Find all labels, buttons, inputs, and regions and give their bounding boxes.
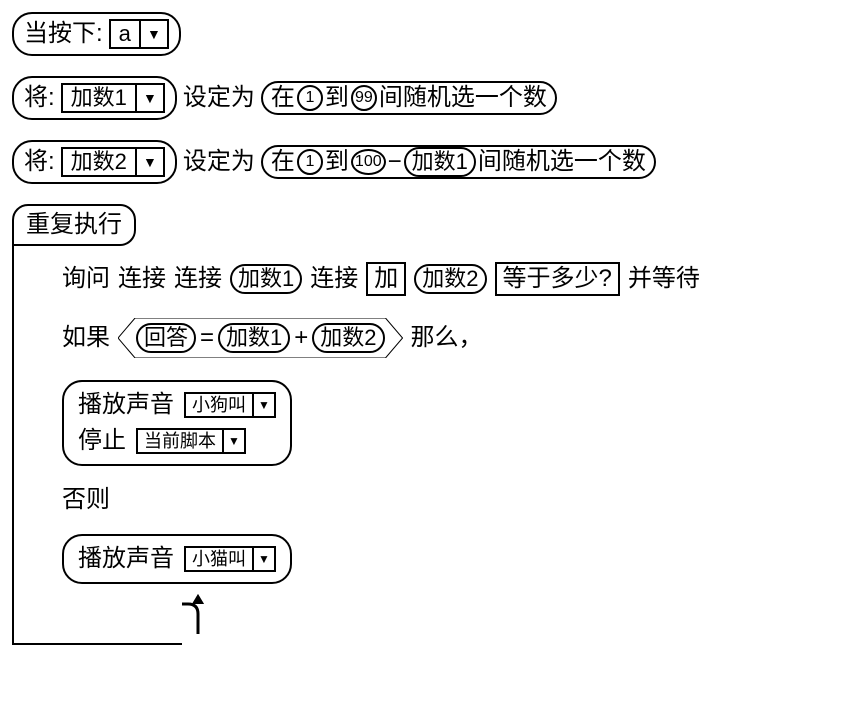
sound-dog-value: 小狗叫 [186, 394, 252, 416]
key-value: a [111, 21, 139, 47]
plus-sign: + [294, 326, 308, 350]
chevron-down-icon: ▼ [135, 85, 163, 111]
rand-b: 99 [351, 85, 377, 111]
rand2-b: 100 [351, 149, 386, 175]
key-dropdown[interactable]: a ▼ [109, 19, 169, 49]
rand-suffix: 间随机选一个数 [379, 86, 547, 110]
else-label: 否则 [62, 488, 110, 512]
set-label: 将: [24, 86, 55, 110]
var2-name: 加数2 [63, 149, 135, 175]
rand-mid: 到 [325, 86, 349, 110]
set-label-2: 将: [24, 150, 55, 174]
join-label-2: 连接 [174, 267, 222, 291]
join-var2: 加数2 [414, 264, 486, 294]
join-label-1: 连接 [118, 267, 166, 291]
rand2-prefix: 在 [271, 150, 295, 174]
repeat-foot [12, 643, 847, 645]
var1-dropdown[interactable]: 加数1 ▼ [61, 83, 165, 113]
play-sound-label-1: 播放声音 [78, 393, 174, 417]
eq-sign: = [200, 326, 214, 350]
random-range-2: 在 1 到 100 − 加数1 间随机选一个数 [261, 145, 656, 179]
chevron-down-icon: ▼ [135, 149, 163, 175]
rand2-a: 1 [297, 149, 323, 175]
repeat-body: 询问 连接 连接 加数1 连接 加 加数2 等于多少? 并等待 如果 回答 = … [12, 246, 847, 643]
rand2-var: 加数1 [404, 147, 476, 177]
when-pressed-label: 当按下: [24, 22, 103, 46]
sound-cat-dropdown[interactable]: 小猫叫 ▼ [184, 546, 276, 572]
chevron-down-icon: ▼ [222, 430, 244, 452]
rand2-mid: 到 [325, 150, 349, 174]
stop-dropdown[interactable]: 当前脚本 ▼ [136, 428, 246, 454]
repeat-container: 重复执行 询问 连接 连接 加数1 连接 加 加数2 等于多少? 并等待 如果 … [12, 204, 847, 645]
if-label: 如果 [62, 326, 110, 350]
chevron-down-icon: ▼ [252, 548, 274, 570]
join-label-3: 连接 [310, 267, 358, 291]
else-row: 否则 [62, 488, 847, 512]
sound-dog-dropdown[interactable]: 小狗叫 ▼ [184, 392, 276, 418]
stop-label: 停止 [78, 429, 126, 453]
if-row: 如果 回答 = 加数1 + 加数2 那么， [62, 318, 847, 358]
answer-pill: 回答 [136, 323, 196, 353]
rand2-suffix: 间随机选一个数 [478, 150, 646, 174]
then-label: 那么， [411, 326, 483, 350]
repeat-label: 重复执行 [26, 213, 122, 237]
when-key-pressed-block: 当按下: a ▼ [12, 12, 181, 56]
then-block: 播放声音 小狗叫 ▼ 停止 当前脚本 ▼ [62, 380, 292, 466]
stop-value: 当前脚本 [138, 430, 222, 452]
random-range-1: 在 1 到 99 间随机选一个数 [261, 81, 557, 115]
rand-a: 1 [297, 85, 323, 111]
cond-var1: 加数1 [218, 323, 290, 353]
set-to-label: 设定为 [183, 86, 255, 110]
ask-row: 询问 连接 连接 加数1 连接 加 加数2 等于多少? 并等待 [62, 262, 847, 296]
var1-name: 加数1 [63, 85, 135, 111]
plus-text-box: 加 [366, 262, 406, 296]
set-var2-block: 将: 加数2 ▼ [12, 140, 177, 184]
chevron-down-icon: ▼ [139, 21, 167, 47]
rand2-minus: − [388, 150, 402, 174]
else-block: 播放声音 小猫叫 ▼ [62, 534, 292, 584]
set-var1-block: 将: 加数1 ▼ [12, 76, 177, 120]
join-var1: 加数1 [230, 264, 302, 294]
var2-dropdown[interactable]: 加数2 ▼ [61, 147, 165, 177]
rand-prefix: 在 [271, 86, 295, 110]
sound-cat-value: 小猫叫 [186, 548, 252, 570]
condition-hex: 回答 = 加数1 + 加数2 [118, 318, 403, 358]
ask-label: 询问 [62, 267, 110, 291]
set-to-label-2: 设定为 [183, 150, 255, 174]
and-wait-label: 并等待 [628, 267, 700, 291]
loop-arrow-icon [162, 594, 212, 643]
cond-var2: 加数2 [312, 323, 384, 353]
repeat-head: 重复执行 [12, 204, 136, 246]
chevron-down-icon: ▼ [252, 394, 274, 416]
play-sound-label-2: 播放声音 [78, 547, 174, 571]
equals-text-box: 等于多少? [495, 262, 620, 296]
